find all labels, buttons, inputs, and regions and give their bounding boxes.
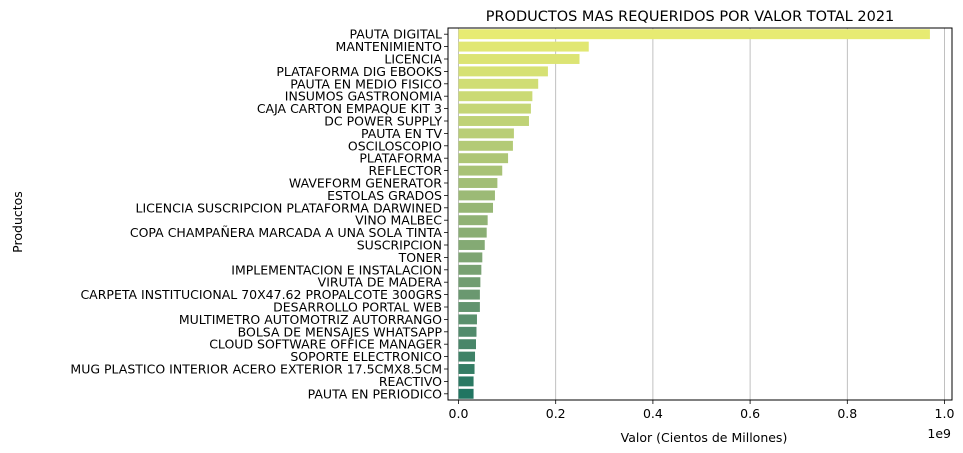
y-tick-label: VIRUTA DE MADERA bbox=[318, 275, 443, 290]
bar bbox=[458, 376, 474, 387]
y-tick-label: PAUTA EN MEDIO FISICO bbox=[290, 76, 442, 91]
bar bbox=[458, 215, 488, 226]
y-tick-label: SOPORTE ELECTRONICO bbox=[290, 349, 442, 364]
bar bbox=[458, 54, 580, 64]
y-tick-label: PLATAFORMA DIG EBOOKS bbox=[276, 64, 442, 79]
bar bbox=[458, 314, 477, 325]
y-tick-label: DC POWER SUPPLY bbox=[324, 114, 442, 129]
plot-frame bbox=[447, 27, 953, 401]
y-tick-label: MANTENIMIENTO bbox=[336, 39, 443, 54]
bar bbox=[458, 227, 487, 238]
bar bbox=[458, 264, 482, 275]
bar bbox=[458, 339, 476, 350]
y-tick-label: ESTOLAS GRADOS bbox=[327, 188, 442, 203]
y-tick-label: OSCILOSCOPIO bbox=[348, 138, 442, 153]
bar bbox=[458, 66, 548, 77]
y-tick-label: REFLECTOR bbox=[368, 163, 442, 178]
y-tick-label: CAJA CARTON EMPAQUE KIT 3 bbox=[257, 101, 442, 116]
bar bbox=[458, 165, 503, 176]
y-tick-label: PLATAFORMA bbox=[359, 151, 442, 166]
y-tick-label: SUSCRIPCION bbox=[357, 238, 442, 253]
y-tick-label: INSUMOS GASTRONOMIA bbox=[285, 89, 443, 104]
y-tick-label: REACTIVO bbox=[379, 374, 442, 389]
y-tick-label: DESARROLLO PORTAL WEB bbox=[273, 300, 442, 315]
bar bbox=[458, 190, 495, 201]
bar bbox=[458, 153, 509, 164]
x-tick-label: 0.2 bbox=[546, 406, 566, 421]
y-tick-label: BOLSA DE MENSAJES WHATSAPP bbox=[238, 324, 443, 339]
y-tick-labels: PAUTA DIGITALMANTENIMIENTOLICENCIAPLATAF… bbox=[70, 27, 448, 401]
bar bbox=[458, 252, 483, 263]
bar bbox=[458, 29, 930, 40]
x-tick-labels: 0.0 0.2 0.4 0.6 0.8 1.0 bbox=[449, 400, 955, 421]
bar bbox=[458, 202, 494, 213]
y-tick-label: TONER bbox=[398, 250, 443, 265]
bar bbox=[458, 91, 533, 102]
bar bbox=[458, 103, 531, 114]
y-tick-label: LICENCIA bbox=[384, 52, 442, 67]
y-tick-label: COPA CHAMPAÑERA MARCADA A UNA SOLA TINTA bbox=[130, 225, 443, 240]
y-tick-label: CARPETA INSTITUCIONAL 70X47.62 PROPALCOT… bbox=[80, 287, 442, 302]
y-tick-label: MUG PLASTICO INTERIOR ACERO EXTERIOR 17.… bbox=[70, 362, 442, 377]
y-tick-label: MULTIMETRO AUTOMOTRIZ AUTORRANGO bbox=[179, 312, 442, 327]
bar bbox=[458, 302, 480, 312]
bar bbox=[458, 364, 475, 374]
bar bbox=[458, 41, 589, 52]
bar bbox=[458, 289, 480, 300]
y-tick-label: PAUTA EN PERIODICO bbox=[308, 386, 443, 401]
y-tick-label: IMPLEMENTACION E INSTALACION bbox=[231, 262, 442, 277]
bar bbox=[458, 351, 476, 362]
y-tick-label: WAVEFORM GENERATOR bbox=[289, 176, 442, 191]
x-tick-label: 1.0 bbox=[935, 406, 955, 421]
grid-lines bbox=[458, 28, 945, 400]
bar bbox=[458, 178, 498, 188]
x-tick-label: 0.0 bbox=[449, 406, 469, 421]
bar bbox=[458, 140, 513, 151]
x-tick-label: 0.8 bbox=[837, 406, 857, 421]
bar bbox=[458, 277, 481, 288]
y-tick-label: PAUTA EN TV bbox=[361, 126, 442, 141]
bar bbox=[458, 128, 514, 139]
bar bbox=[458, 388, 474, 399]
y-axis-label: Productos bbox=[10, 191, 25, 253]
bars bbox=[458, 29, 930, 399]
y-tick-label: PAUTA DIGITAL bbox=[350, 27, 443, 42]
y-tick-label: LICENCIA SUSCRIPCION PLATAFORMA DARWINED bbox=[136, 200, 442, 215]
bar bbox=[458, 240, 485, 250]
y-tick-label: CLOUD SOFTWARE OFFICE MANAGER bbox=[209, 337, 442, 352]
bar bbox=[458, 78, 539, 89]
bar bbox=[458, 326, 477, 337]
x-tick-label: 0.4 bbox=[643, 406, 663, 421]
x-axis-label: Valor (Cientos de Millones) bbox=[621, 430, 788, 445]
bar bbox=[458, 116, 529, 126]
y-tick-label: VINO MALBEC bbox=[355, 213, 442, 228]
x-tick-label: 0.6 bbox=[740, 406, 760, 421]
chart-title: PRODUCTOS MAS REQUERIDOS POR VALOR TOTAL… bbox=[486, 9, 895, 25]
x-axis-offset-label: 1e9 bbox=[927, 426, 951, 441]
